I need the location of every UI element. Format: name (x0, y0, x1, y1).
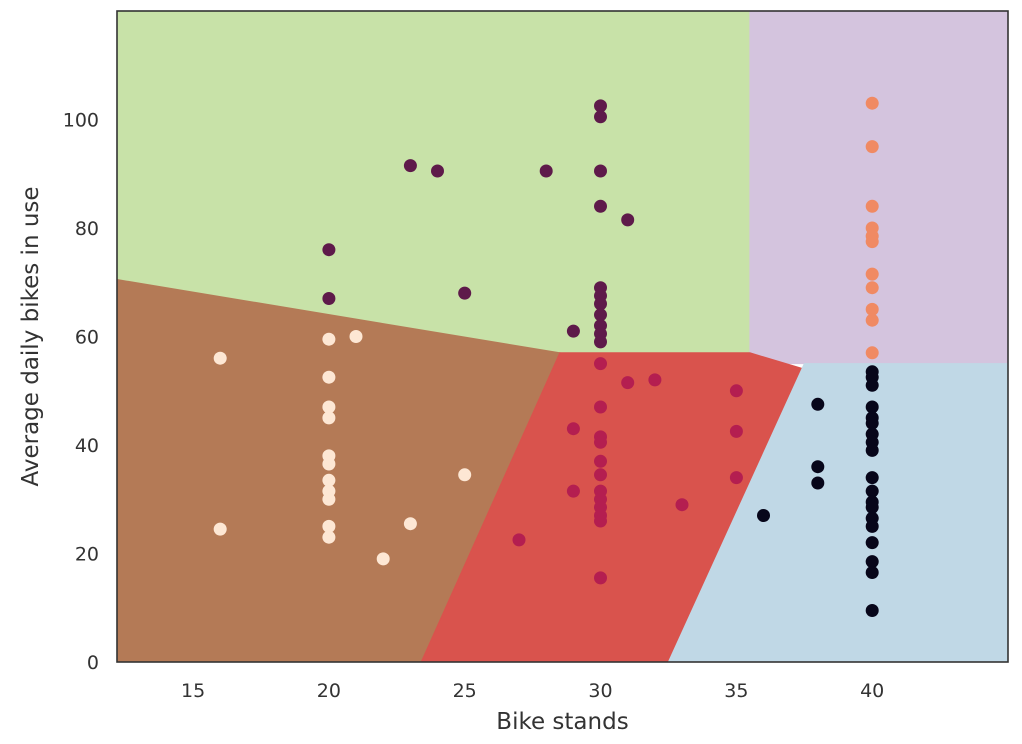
data-point-cluster-3 (729, 424, 743, 438)
data-point-cluster-2 (322, 243, 336, 257)
data-point-cluster-5 (865, 555, 879, 569)
data-point-cluster-3 (594, 454, 607, 468)
x-axis-label: Bike stands (496, 709, 628, 735)
data-point-cluster-1 (376, 552, 390, 566)
data-point-cluster-4 (865, 235, 879, 249)
data-point-cluster-5 (865, 484, 879, 498)
data-point-cluster-5 (865, 400, 879, 414)
x-tick-label: 25 (453, 680, 477, 702)
data-point-cluster-1 (458, 468, 472, 482)
x-tick-label: 40 (860, 680, 884, 702)
x-axis-ticks: 15 20 25 30 35 40 (181, 680, 884, 702)
data-point-cluster-5 (865, 471, 879, 485)
data-point-cluster-3 (729, 471, 743, 485)
data-point-cluster-1 (403, 517, 417, 531)
data-point-cluster-3 (594, 571, 607, 585)
data-point-cluster-3 (566, 484, 580, 498)
data-point-cluster-5 (865, 378, 879, 392)
data-point-cluster-2 (621, 213, 635, 227)
y-tick-label: 0 (87, 652, 99, 674)
x-tick-label: 20 (317, 680, 341, 702)
data-point-cluster-2 (594, 164, 607, 178)
data-point-cluster-3 (594, 514, 607, 528)
data-point-cluster-1 (322, 492, 336, 506)
data-point-cluster-5 (757, 509, 770, 522)
data-point-cluster-4 (865, 346, 879, 360)
data-point-cluster-3 (566, 422, 580, 436)
data-point-cluster-5 (865, 536, 879, 550)
data-point-cluster-5 (865, 443, 879, 457)
data-point-cluster-3 (621, 376, 635, 390)
data-point-cluster-3 (729, 384, 743, 398)
data-point-cluster-1 (349, 330, 363, 343)
cluster-regions (116, 10, 1009, 663)
data-point-cluster-4 (865, 267, 879, 281)
plot-frame (116, 10, 1009, 663)
data-point-cluster-5 (865, 500, 879, 514)
x-tick-label: 35 (724, 680, 748, 702)
data-point-cluster-5 (811, 397, 825, 411)
y-tick-label: 40 (75, 435, 99, 457)
data-point-cluster-3 (594, 357, 607, 371)
data-point-cluster-1 (322, 411, 336, 425)
data-point-cluster-5 (811, 476, 825, 490)
data-point-cluster-2 (431, 164, 444, 178)
data-point-cluster-3 (648, 373, 662, 387)
data-point-cluster-4 (865, 199, 879, 213)
data-point-cluster-1 (213, 522, 227, 536)
data-point-cluster-4 (865, 96, 879, 110)
data-point-cluster-2 (403, 159, 417, 173)
data-point-cluster-1 (322, 519, 336, 533)
data-point-cluster-2 (594, 335, 607, 349)
y-axis-ticks: 0 20 40 60 80 100 (63, 110, 99, 675)
data-point-cluster-3 (675, 498, 689, 512)
data-point-cluster-2 (594, 99, 607, 113)
data-point-cluster-1 (322, 370, 336, 384)
data-point-cluster-2 (594, 110, 607, 124)
data-point-cluster-4 (865, 313, 879, 327)
data-point-cluster-1 (322, 473, 336, 487)
x-tick-label: 30 (588, 680, 612, 702)
data-point-cluster-3 (594, 468, 607, 482)
data-point-cluster-5 (865, 566, 879, 579)
data-point-cluster-4 (865, 140, 879, 154)
y-tick-label: 80 (75, 218, 99, 240)
data-point-cluster-2 (539, 164, 553, 178)
data-point-cluster-2 (594, 308, 607, 322)
data-point-cluster-4 (865, 302, 879, 316)
data-point-cluster-1 (213, 351, 227, 365)
data-point-cluster-2 (458, 286, 472, 300)
data-point-cluster-3 (594, 400, 607, 414)
data-point-cluster-1 (322, 457, 336, 471)
data-point-cluster-2 (594, 297, 607, 311)
data-point-cluster-4 (865, 281, 879, 295)
y-tick-label: 100 (63, 110, 99, 132)
data-point-cluster-3 (512, 533, 526, 547)
data-point-cluster-1 (322, 332, 336, 346)
region-purple (749, 10, 1009, 365)
data-point-cluster-3 (594, 435, 607, 449)
x-tick-label: 15 (181, 680, 205, 702)
data-point-cluster-2 (566, 324, 580, 338)
data-point-cluster-5 (865, 519, 879, 533)
data-point-cluster-5 (865, 416, 879, 430)
data-point-cluster-1 (322, 530, 336, 544)
scatter-points (213, 96, 879, 617)
y-axis-label: Average daily bikes in use (18, 186, 44, 486)
data-point-cluster-5 (865, 604, 879, 617)
y-tick-label: 60 (75, 327, 99, 349)
data-point-cluster-1 (322, 400, 336, 414)
y-tick-label: 20 (75, 544, 99, 566)
data-point-cluster-5 (811, 460, 825, 474)
data-point-cluster-2 (322, 292, 336, 305)
data-point-cluster-2 (594, 199, 607, 213)
